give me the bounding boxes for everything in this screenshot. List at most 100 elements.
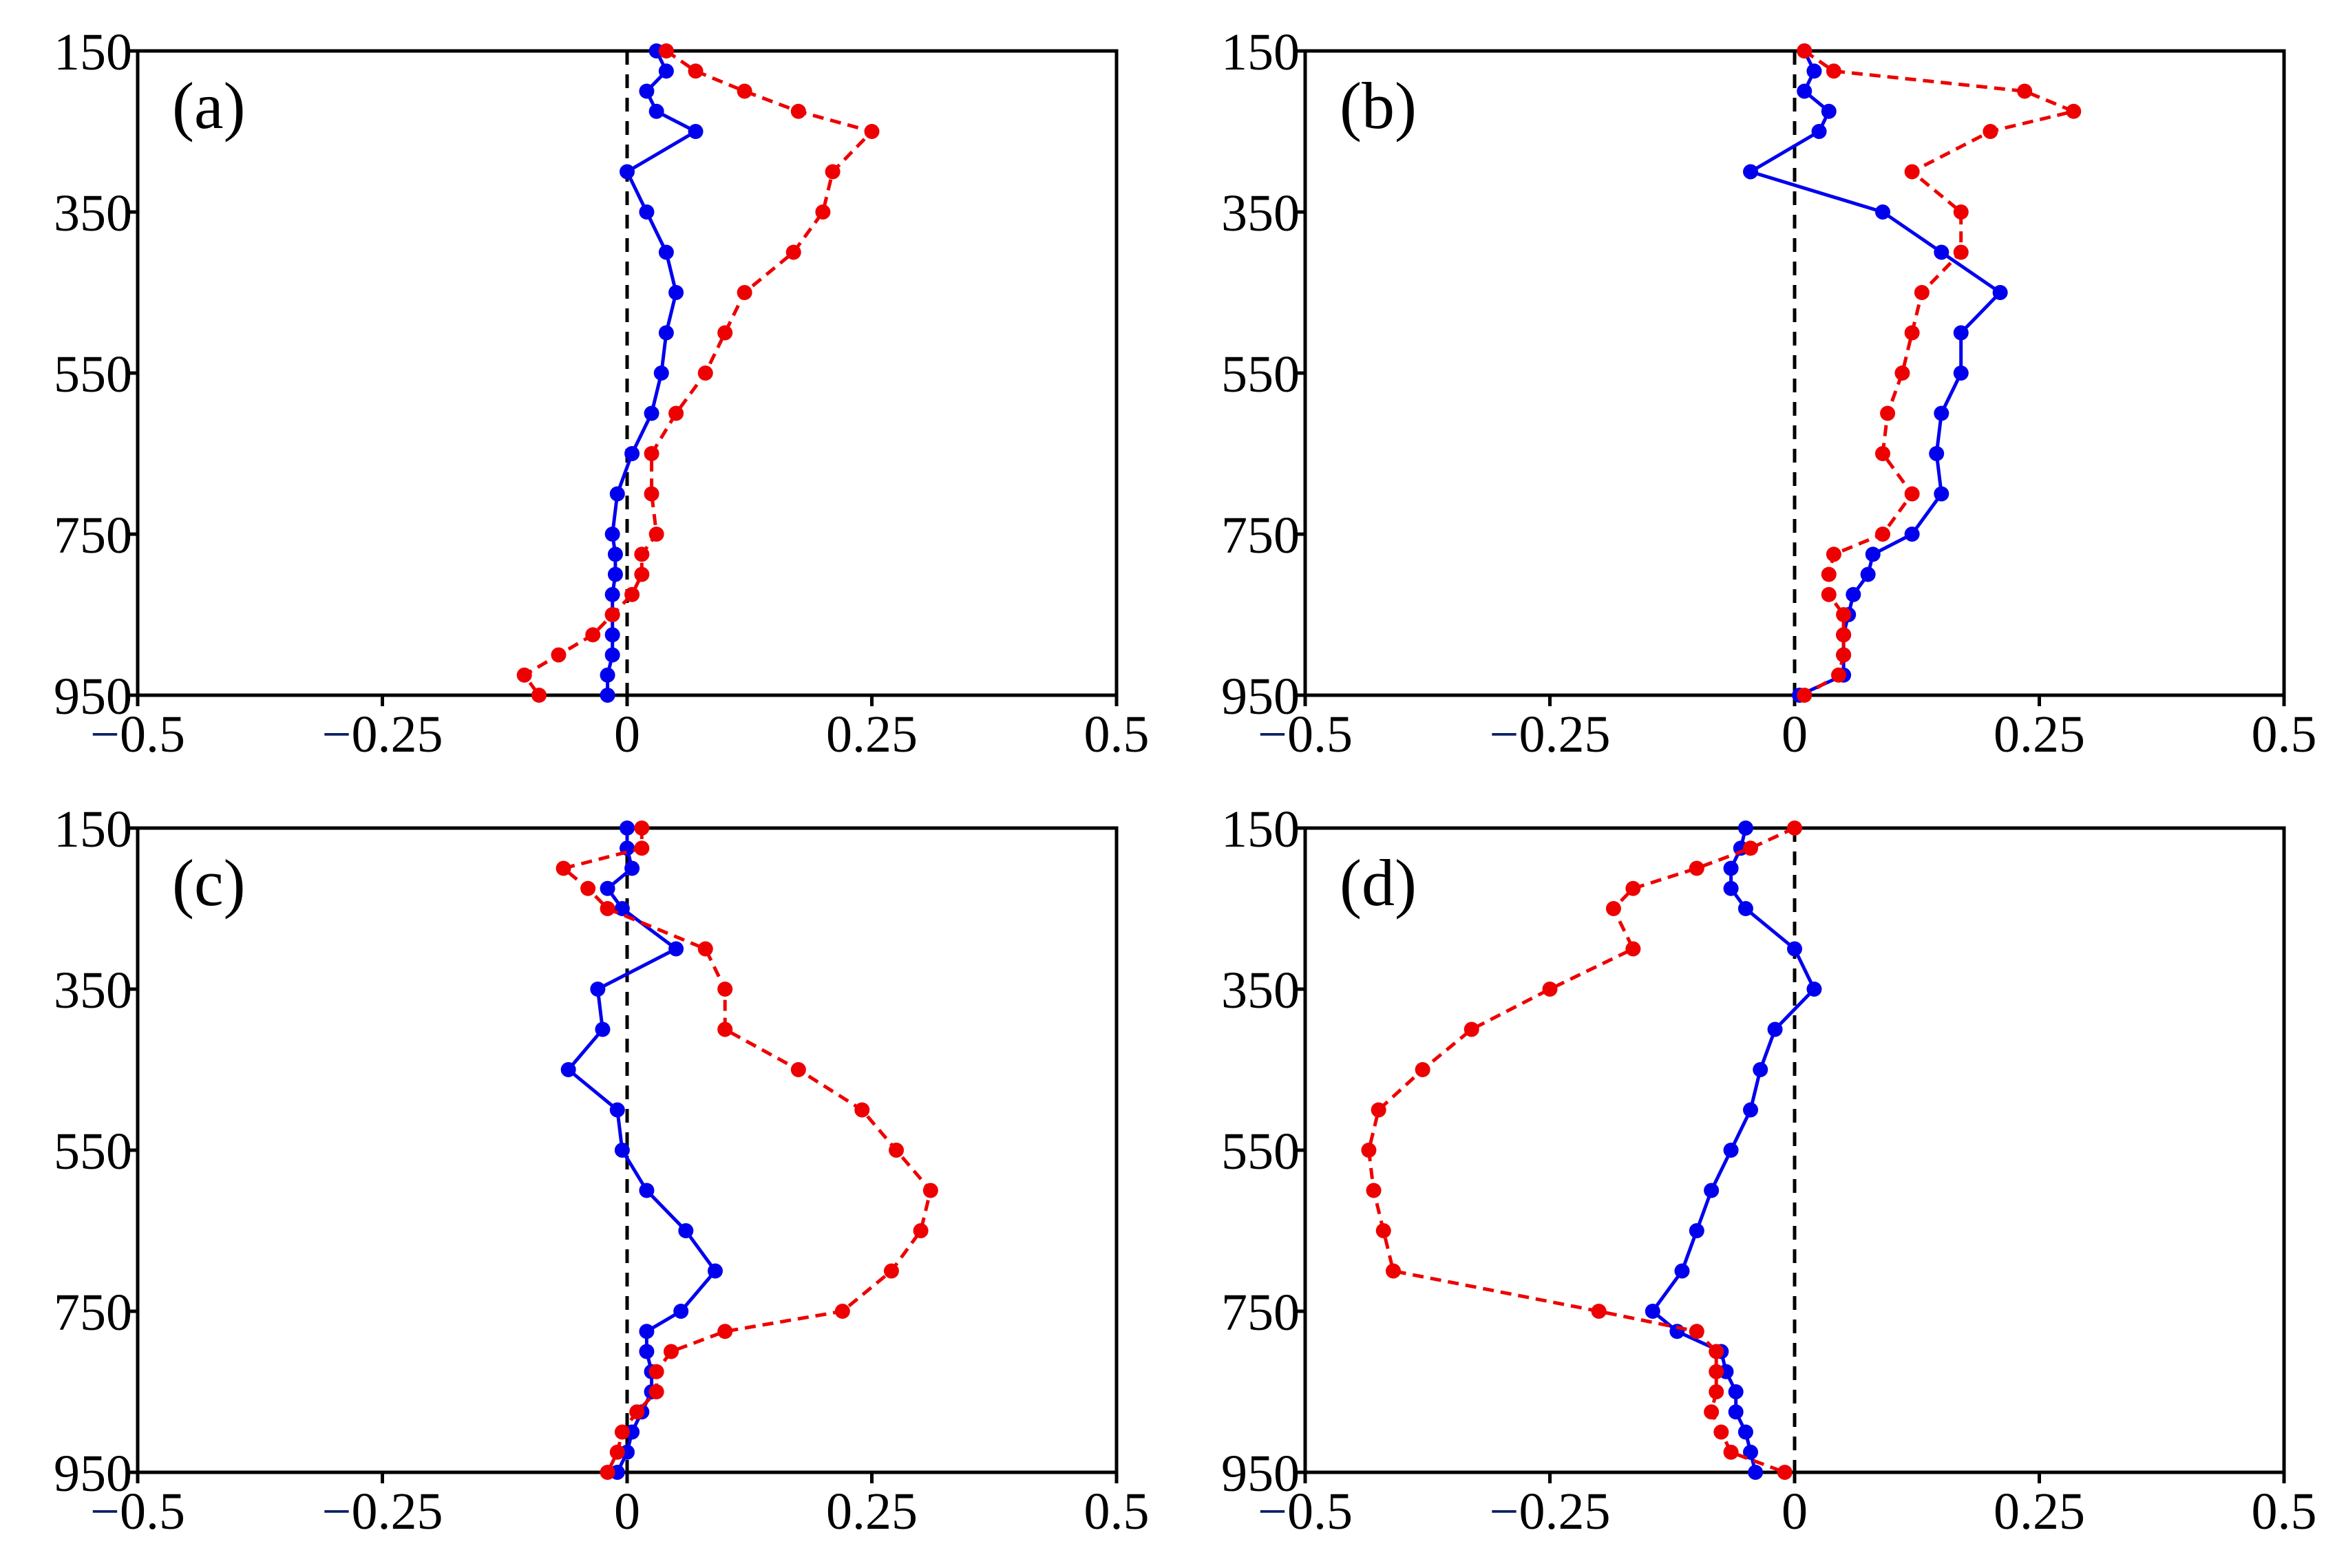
data-point-blue-solid [648,103,664,119]
data-point-red-dashed [883,1263,899,1279]
x-tick-minus-sign: − [1258,706,1287,763]
data-point-blue-solid [1767,1021,1783,1037]
data-point-blue-solid [1806,63,1822,79]
x-tick-value: 0 [1782,706,1808,763]
data-point-blue-solid [658,63,674,79]
data-point-red-dashed [1625,880,1641,896]
data-point-red-dashed [580,880,596,896]
x-tick-value: 0.5 [120,706,185,763]
data-point-red-dashed [1830,667,1846,683]
data-point-red-dashed [1821,586,1837,602]
x-tick-label: 0.25 [1994,1483,2085,1540]
data-point-red-dashed [1375,1223,1391,1238]
x-tick-value: 0 [1782,1483,1808,1540]
data-point-blue-solid [639,1324,655,1339]
data-point-red-dashed [1709,1344,1724,1359]
data-point-red-dashed [663,1344,679,1359]
y-tick-label: 750 [1221,1284,1300,1342]
data-point-red-dashed [551,647,567,663]
x-tick-value: 0.25 [1519,1483,1610,1540]
y-tick-label: 750 [54,1284,132,1342]
data-point-red-dashed [1953,204,1969,220]
data-point-blue-solid [595,1021,611,1037]
series-line-blue-solid [606,50,697,695]
data-point-blue-solid [668,941,684,957]
data-point-red-dashed [648,1384,664,1399]
data-point-red-dashed [648,1364,664,1379]
data-point-blue-solid [1934,405,1949,421]
data-point-red-dashed [1542,982,1558,997]
data-point-blue-solid [624,860,640,876]
data-point-blue-solid [1787,941,1802,957]
data-point-red-dashed [1874,446,1890,461]
x-tick-label: −0.25 [322,706,443,763]
x-tick-value: 0 [614,706,640,763]
data-point-blue-solid [607,566,623,582]
x-tick-value: 0.25 [351,706,443,763]
data-point-blue-solid [1674,1263,1690,1279]
data-point-blue-solid [639,1344,655,1359]
panel-label: (c) [172,846,246,920]
x-tick-label: 0.5 [2252,706,2317,763]
series-line-red-dashed [1803,49,2075,697]
y-tick-label: 550 [54,346,132,403]
data-point-blue-solid [609,486,625,502]
data-point-red-dashed [658,43,674,59]
y-tick-label: 950 [54,1445,132,1503]
x-tick-label: 0 [614,1483,640,1540]
data-point-blue-solid [644,405,659,421]
data-point-blue-solid [614,901,630,916]
data-point-red-dashed [864,124,880,139]
data-point-red-dashed [1874,527,1890,542]
x-tick-value: 0.25 [1519,706,1610,763]
data-point-red-dashed [585,627,601,643]
data-point-red-dashed [1836,627,1852,643]
data-point-red-dashed [1689,1324,1704,1339]
data-point-red-dashed [717,1021,733,1037]
data-point-blue-solid [614,1143,630,1158]
data-point-red-dashed [600,1465,615,1480]
x-tick-label: −0.25 [322,1483,443,1540]
data-point-blue-solid [707,1263,723,1279]
data-point-blue-solid [1704,1183,1720,1198]
data-point-red-dashed [785,244,801,260]
y-tick-label: 350 [1221,962,1300,1019]
y-tick-label: 750 [54,507,132,564]
x-tick-minus-sign: − [90,706,120,763]
data-point-blue-solid [604,627,620,643]
data-point-red-dashed [1836,647,1852,663]
data-point-blue-solid [688,124,704,139]
data-point-blue-solid [639,204,655,220]
data-point-red-dashed [1797,688,1813,703]
data-point-red-dashed [1797,43,1813,59]
data-point-blue-solid [1865,547,1881,562]
data-point-red-dashed [1463,1021,1479,1037]
data-point-blue-solid [604,527,620,542]
data-point-blue-solid [600,880,615,896]
data-point-blue-solid [1821,103,1837,119]
x-tick-value: 0.5 [1287,1483,1353,1540]
data-point-red-dashed [737,285,752,300]
data-point-red-dashed [1836,607,1852,622]
x-tick-label: −0.5 [1258,1483,1353,1540]
data-point-blue-solid [620,820,635,836]
data-point-red-dashed [624,586,640,602]
data-point-blue-solid [658,325,674,341]
data-point-red-dashed [668,405,684,421]
panel-label: (d) [1340,846,1417,920]
data-point-red-dashed [913,1223,929,1238]
x-tick-label: −0.5 [90,1483,185,1540]
x-tick-value: 0.5 [120,1483,185,1540]
data-point-red-dashed [2017,83,2033,99]
data-point-red-dashed [697,365,713,381]
x-tick-value: 0.5 [1084,1483,1150,1540]
data-point-red-dashed [1591,1304,1607,1319]
x-tick-label: 0.5 [1084,1483,1150,1540]
data-point-blue-solid [639,1183,655,1198]
panel-label: (a) [172,69,246,142]
x-tick-label: 0 [1782,706,1808,763]
data-point-red-dashed [600,901,615,916]
series-line-blue-solid [567,828,717,1474]
data-point-red-dashed [1713,1424,1729,1440]
